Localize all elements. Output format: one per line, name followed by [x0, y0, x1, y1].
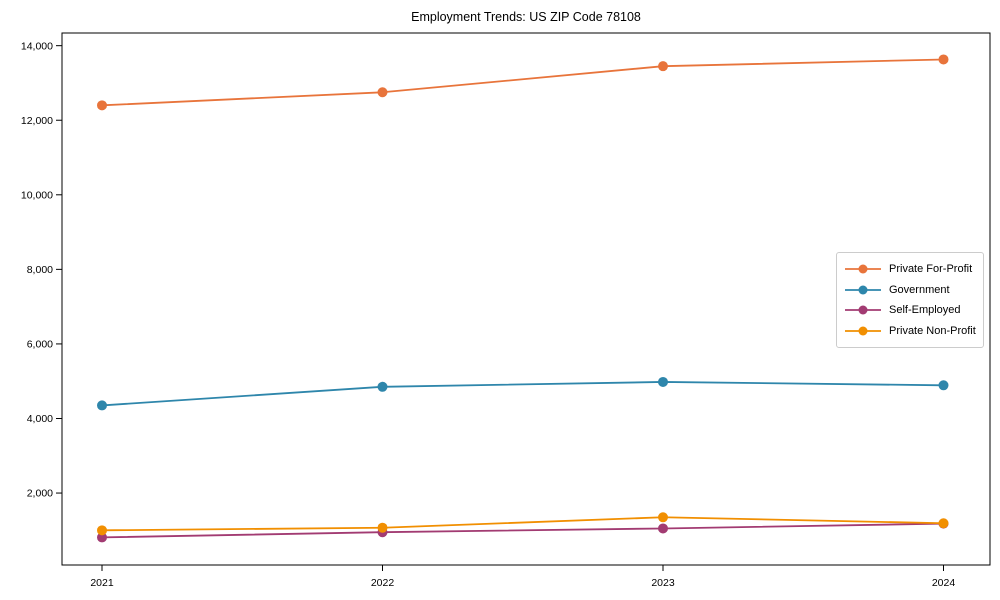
series-line-self-employed: [101, 522, 944, 539]
series-line-private-non-profit: [101, 516, 944, 532]
data-point-private-non-profit: [658, 512, 668, 523]
legend-label: Government: [889, 283, 950, 296]
data-point-self-employed: [658, 523, 668, 534]
legend: Private For-Profit Government Self-Emplo…: [836, 252, 984, 348]
data-point-government: [658, 376, 668, 387]
y-tick-label: 14,000: [21, 40, 53, 52]
y-tick-label: 6,000: [27, 339, 53, 351]
x-tick-label: 2024: [932, 577, 956, 589]
legend-item-government: Government: [845, 280, 975, 300]
y-tick-label: 4,000: [27, 413, 53, 425]
legend-line-marker-icon: [845, 305, 881, 315]
data-point-private-non-profit: [938, 518, 949, 529]
legend-line-marker-icon: [845, 285, 881, 295]
x-tick-label: 2023: [651, 577, 675, 589]
legend-item-private-for-profit: Private For-Profit: [845, 259, 975, 279]
legend-label: Private Non-Profit: [889, 324, 976, 337]
y-tick-label: 8,000: [27, 264, 53, 276]
plot-frame: [61, 32, 991, 566]
data-point-government: [938, 380, 949, 391]
legend-label: Private For-Profit: [889, 263, 973, 275]
data-point-self-employed: [97, 532, 107, 543]
data-point-government: [377, 381, 388, 392]
data-point-private-for-profit: [377, 87, 388, 98]
series-line-private-for-profit: [101, 58, 944, 107]
data-point-private-for-profit: [97, 100, 107, 111]
legend-item-self-employed: Self-Employed: [845, 300, 975, 320]
y-tick-label: 12,000: [21, 115, 53, 127]
legend-line-marker-icon: [845, 326, 881, 336]
data-point-private-for-profit: [938, 54, 949, 65]
y-tick-label: 2,000: [27, 488, 53, 500]
y-tick-label: 10,000: [21, 189, 53, 201]
data-point-private-non-profit: [97, 525, 107, 536]
data-point-private-for-profit: [658, 61, 668, 72]
x-tick-label: 2021: [90, 577, 114, 589]
legend-line-marker-icon: [845, 264, 881, 274]
chart-title: Employment Trends: US ZIP Code 78108: [411, 10, 641, 24]
data-point-private-non-profit: [377, 522, 388, 533]
series-line-government: [101, 381, 944, 407]
legend-item-private-non-profit: Private Non-Profit: [845, 321, 976, 341]
legend-label: Self-Employed: [889, 304, 961, 317]
x-tick-label: 2022: [371, 577, 395, 589]
data-point-government: [97, 400, 107, 411]
